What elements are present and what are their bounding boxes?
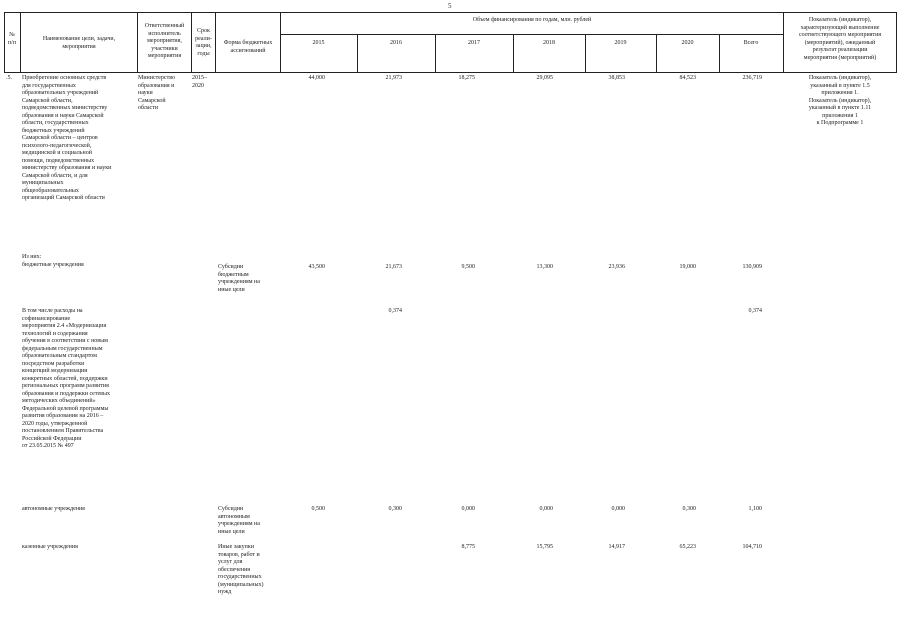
year-header-total: Всего — [743, 40, 759, 46]
value-2015: 44,000 — [308, 75, 326, 81]
value-2017: 9,500 — [461, 264, 476, 270]
value-2017: 8,775 — [461, 544, 476, 550]
value-total: 130,909 — [742, 264, 763, 270]
value-2020: 19,000 — [679, 264, 697, 270]
value-2018: 15,795 — [536, 544, 554, 550]
value-2018: 0,000 — [539, 506, 554, 512]
value-total: 0,374 — [748, 308, 763, 314]
col-header-term: Срок реали- зации, годы — [195, 28, 212, 57]
year-header: 2018 — [543, 40, 555, 46]
value-2018: 29,095 — [536, 75, 554, 81]
row-name: Из них: бюджетные учреждения — [22, 254, 84, 268]
value-2019: 0,000 — [611, 506, 626, 512]
page-number: 5 — [448, 2, 452, 10]
rule — [137, 12, 138, 72]
rule — [513, 34, 514, 72]
value-2017: 0,000 — [461, 506, 476, 512]
table-top-rule — [4, 12, 897, 13]
funding-subheader-rule — [280, 34, 783, 35]
budget-table: № п/п Наименование цели, задачи, меропри… — [4, 12, 897, 632]
value-2016: 0,300 — [388, 506, 403, 512]
year-header: 2020 — [681, 40, 694, 46]
rule — [4, 12, 5, 72]
rule — [656, 34, 657, 72]
year-header: 2016 — [390, 40, 402, 46]
value-2015: 0,500 — [311, 506, 326, 512]
value-2018: 13,300 — [536, 264, 554, 270]
value-total: 236,719 — [742, 75, 763, 81]
value-2019: 38,853 — [608, 75, 626, 81]
value-2020: 65,223 — [679, 544, 697, 550]
row-indicator: Показатель (индикатор), указанный в пунк… — [808, 75, 872, 126]
value-2020: 84,523 — [679, 75, 697, 81]
row-form: Субсидии автономным учреждениям на иные … — [218, 506, 260, 535]
year-header: 2017 — [468, 40, 480, 46]
row-number: .5. — [6, 75, 12, 81]
value-2015: 43,500 — [308, 264, 326, 270]
col-header-name: Наименование цели, задачи, мероприятия — [42, 36, 116, 50]
value-2017: 18,275 — [458, 75, 476, 81]
rule — [215, 12, 216, 72]
year-header: 2019 — [614, 40, 627, 46]
value-2019: 23,936 — [608, 264, 626, 270]
row-name: казенные учреждения — [22, 544, 78, 550]
rule — [191, 12, 192, 72]
value-2016: 21,673 — [385, 264, 403, 270]
row-form: Субсидии бюджетным учреждениям на иные ц… — [218, 264, 260, 293]
row-name: В том числе расходы на софинансирование … — [22, 308, 110, 449]
header-bottom-rule — [4, 72, 897, 73]
row-form: Иные закупки товаров, работ и услуг для … — [218, 544, 264, 595]
value-2020: 0,300 — [682, 506, 697, 512]
value-2016: 0,374 — [388, 308, 403, 314]
rule — [435, 34, 436, 72]
row-executor: Министерство образования и науки Самарск… — [138, 75, 175, 111]
value-2019: 14,917 — [608, 544, 626, 550]
rule — [783, 12, 784, 72]
col-header-funding: Объем финансирования по годам, млн. рубл… — [472, 17, 592, 23]
value-2016: 21,973 — [385, 75, 403, 81]
value-total: 1,100 — [748, 506, 763, 512]
col-header-executor: Ответственный исполнитель мероприятия, у… — [144, 23, 185, 59]
year-header: 2015 — [312, 40, 325, 46]
rule — [357, 34, 358, 72]
row-name: Приобретение основных средств для госуда… — [22, 75, 112, 201]
row-term: 2015– 2020 — [192, 75, 207, 89]
col-header-num: № п/п — [7, 32, 17, 46]
col-header-indicator: Показатель (индикатор), характеризующий … — [798, 17, 882, 61]
value-total: 104,710 — [742, 544, 763, 550]
rule — [719, 34, 720, 72]
rule — [280, 12, 281, 72]
rule — [585, 34, 586, 72]
rule — [896, 12, 897, 72]
rule — [20, 12, 21, 72]
row-name: автономные учреждения — [22, 506, 85, 512]
col-header-form: Форма бюджетных ассигнований — [223, 40, 273, 54]
